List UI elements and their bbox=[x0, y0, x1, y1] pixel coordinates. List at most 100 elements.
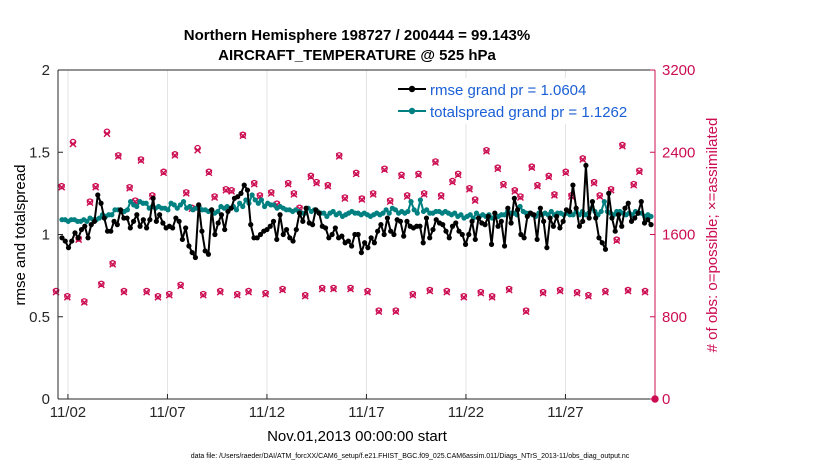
rmse-series-point-157 bbox=[570, 182, 576, 188]
obs-assimilated-marker-stroke-b bbox=[160, 169, 168, 177]
rmse-series-point-70 bbox=[287, 235, 293, 241]
obs-assimilated-marker-stroke-b bbox=[86, 199, 94, 207]
obs-assimilated-marker-44 bbox=[301, 292, 309, 300]
obs-assimilated-marker-99 bbox=[613, 237, 621, 245]
obs-possible-marker-80 bbox=[505, 285, 513, 293]
obs-assimilated-marker-stroke-b bbox=[279, 286, 287, 294]
totalspread-series-point-62 bbox=[252, 197, 258, 203]
obs-assimilated-marker-stroke-b bbox=[290, 190, 298, 198]
obs-assimilated-marker-101 bbox=[624, 287, 632, 295]
legend-spread-marker bbox=[408, 107, 416, 115]
rmse-series-point-123 bbox=[459, 231, 465, 238]
obs-assimilated-marker-stroke-b bbox=[109, 260, 117, 268]
y2-tick-label-0: 0 bbox=[662, 391, 670, 408]
rmse-series-point-101 bbox=[388, 228, 394, 234]
totalspread-series-point-57 bbox=[237, 200, 243, 206]
y-tick-label-0: 0 bbox=[42, 391, 50, 408]
obs-possible-marker-41 bbox=[284, 179, 292, 187]
obs-assimilated-marker-96 bbox=[596, 192, 604, 200]
totalspread-series-point-104 bbox=[383, 207, 389, 213]
rmse-series-point-81 bbox=[322, 225, 329, 231]
obs-possible-marker-51 bbox=[341, 194, 349, 201]
rmse-series-point-178 bbox=[638, 199, 644, 205]
obs-assimilated-marker-27 bbox=[205, 169, 213, 177]
rmse-series-point-67 bbox=[277, 212, 283, 218]
obs-assimilated-marker-stroke-b bbox=[477, 289, 485, 297]
obs-possible-marker-79 bbox=[500, 180, 507, 188]
rmse-series-point-153 bbox=[557, 225, 563, 231]
obs-assimilated-marker-stroke-b bbox=[426, 287, 434, 295]
series-lines bbox=[59, 162, 654, 261]
totalspread-series-point-113 bbox=[411, 207, 417, 213]
rmse-series-point-166 bbox=[599, 240, 605, 246]
obs-assimilated-marker-stroke-b bbox=[624, 287, 632, 295]
rmse-series-point-88 bbox=[345, 238, 351, 244]
totalspread-series-point-173 bbox=[598, 208, 604, 215]
rmse-series-point-2 bbox=[65, 245, 72, 251]
obs-assimilated-marker-stroke-b bbox=[590, 179, 598, 187]
totalspread-series-point-114 bbox=[414, 210, 420, 216]
rmse-series-point-37 bbox=[179, 236, 185, 243]
obs-assimilated-marker-stroke-b bbox=[369, 190, 377, 198]
totalspread-series-point-68 bbox=[271, 202, 277, 208]
obs-assimilated-marker-68 bbox=[437, 192, 445, 200]
axes: 0 0.5 1 1.5 2 0 800 1600 2400 3200 11/02 11/07 11/12… bbox=[29, 62, 695, 421]
obs-possible-marker-73 bbox=[466, 184, 473, 192]
obs-possible-marker-69 bbox=[443, 287, 451, 295]
obs-assimilated-marker-33 bbox=[239, 132, 247, 140]
obs-assimilated-marker-stroke-b bbox=[120, 288, 128, 296]
rmse-series-point-169 bbox=[609, 215, 615, 221]
obs-assimilated-marker-stroke-b bbox=[364, 288, 372, 296]
legend-spread-label: totalspread grand pr = 1.1262 bbox=[430, 104, 627, 121]
obs-assimilated-marker-stroke-b bbox=[347, 285, 355, 293]
rmse-series-point-154 bbox=[560, 218, 566, 224]
obs-assimilated-marker-34 bbox=[245, 288, 253, 296]
obs-assimilated-marker-89 bbox=[556, 287, 564, 295]
obs-assimilated-marker-63 bbox=[409, 291, 417, 299]
totalspread-series-point-64 bbox=[258, 197, 265, 203]
totalspread-series-point-115 bbox=[417, 197, 423, 203]
rmse-series-point-82 bbox=[326, 235, 332, 241]
obs-assimilated-marker-stroke-b bbox=[256, 192, 264, 200]
obs-possible-marker-16 bbox=[143, 287, 150, 295]
obs-possible-marker-47 bbox=[318, 284, 326, 292]
rmse-series-point-42 bbox=[196, 202, 202, 208]
totalspread-series-point-164 bbox=[570, 212, 576, 218]
rmse-series-point-78 bbox=[313, 207, 319, 213]
rmse-series-point-136 bbox=[501, 243, 508, 249]
obs-assimilated-marker-stroke-b bbox=[533, 182, 541, 190]
rmse-series-point-94 bbox=[365, 245, 371, 251]
rmse-series-point-77 bbox=[309, 222, 316, 228]
obs-assimilated-marker-stroke-b bbox=[398, 172, 405, 180]
totalspread-series-point-39 bbox=[180, 199, 187, 205]
obs-assimilated-marker-stroke-b bbox=[618, 142, 626, 150]
obs-assimilated-marker-55 bbox=[364, 288, 372, 296]
totalspread-series-point-111 bbox=[405, 208, 411, 215]
obs-possible-marker-52 bbox=[347, 284, 354, 292]
obs-assimilated-marker-75 bbox=[477, 289, 485, 297]
obs-possible-marker-32 bbox=[234, 290, 241, 298]
obs-assimilated-marker-59 bbox=[386, 198, 394, 206]
totalspread-series-point-34 bbox=[165, 207, 171, 213]
obs-assimilated-marker-stroke-b bbox=[494, 165, 502, 173]
rmse-series-point-89 bbox=[349, 243, 355, 249]
rmse-series-point-114 bbox=[430, 226, 436, 233]
obs-assimilated-marker-37 bbox=[262, 290, 270, 298]
obs-assimilated-marker-54 bbox=[358, 196, 366, 204]
rmse-series-point-51 bbox=[225, 208, 231, 215]
obs-possible-marker-11 bbox=[115, 152, 122, 159]
rmse-series-point-30 bbox=[157, 212, 163, 218]
obs-possible-marker-1 bbox=[58, 182, 65, 190]
obs-possible-marker-96 bbox=[596, 192, 603, 199]
rmse-series-point-142 bbox=[521, 235, 527, 241]
obs-possible-marker-89 bbox=[556, 286, 564, 294]
rmse-series-point-135 bbox=[498, 218, 504, 224]
rmse-series-point-61 bbox=[257, 231, 264, 238]
rmse-series-point-122 bbox=[456, 228, 462, 234]
totalspread-series-point-84 bbox=[321, 210, 327, 216]
obs-assimilated-marker-stroke-b bbox=[194, 146, 202, 154]
obs-possible-marker-27 bbox=[205, 168, 213, 176]
obs-assimilated-marker-1 bbox=[58, 183, 66, 191]
obs-possible-marker-37 bbox=[262, 289, 269, 297]
